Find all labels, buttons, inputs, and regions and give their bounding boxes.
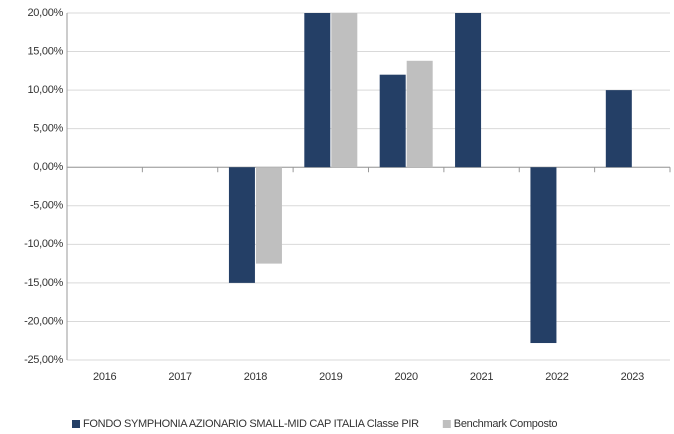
legend-swatch — [442, 420, 451, 428]
x-tick-label: 2023 — [621, 371, 644, 383]
y-tick-label: -20,00% — [24, 315, 63, 327]
y-tick-label: 10,00% — [27, 84, 63, 96]
legend-label: FONDO SYMPHONIA AZIONARIO SMALL-MID CAP … — [83, 418, 419, 430]
x-tick-label: 2016 — [93, 371, 116, 383]
y-tick-label: 20,00% — [27, 7, 63, 19]
bar — [605, 90, 632, 168]
x-tick-label: 2017 — [168, 371, 191, 383]
x-tick-label: 2022 — [545, 371, 568, 383]
bar — [255, 167, 282, 264]
bar — [455, 13, 482, 168]
x-tick-label: 2020 — [395, 371, 418, 383]
x-tick-label: 2019 — [319, 371, 342, 383]
y-tick-label: 5,00% — [33, 123, 63, 135]
bar — [228, 167, 255, 283]
bar — [331, 13, 358, 168]
y-tick-label: -10,00% — [24, 238, 63, 250]
legend-label: Benchmark Composto — [454, 418, 558, 430]
x-tick-label: 2021 — [470, 371, 493, 383]
bar — [304, 13, 331, 168]
y-tick-label: -5,00% — [30, 200, 64, 212]
bar — [379, 74, 406, 168]
bar — [406, 60, 433, 168]
bar — [530, 167, 557, 344]
x-tick-label: 2018 — [244, 371, 267, 383]
legend-swatch — [72, 420, 80, 428]
y-tick-label: -15,00% — [24, 277, 63, 289]
y-tick-label: 0,00% — [33, 161, 63, 173]
y-tick-label: 15,00% — [27, 45, 63, 57]
y-tick-label: -25,00% — [24, 354, 63, 366]
